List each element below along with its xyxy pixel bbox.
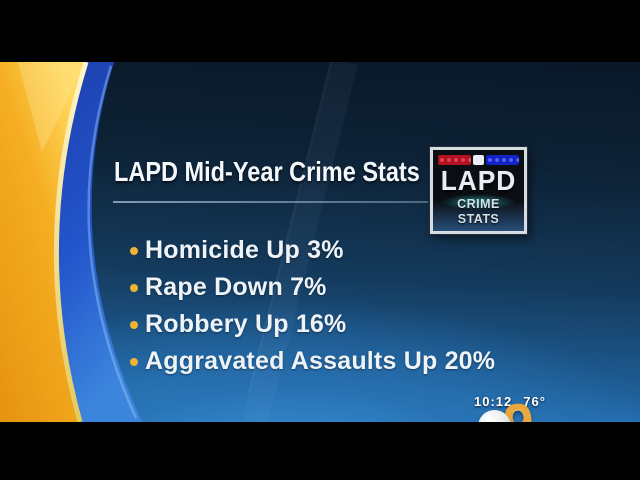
list-item: Aggravated Assaults Up 20% bbox=[130, 343, 495, 380]
lightbar-red-segment bbox=[438, 155, 471, 165]
stat-aggravated-assaults: Aggravated Assaults Up 20% bbox=[145, 347, 496, 375]
stat-homicide: Homicide Up 3% bbox=[145, 236, 344, 264]
letterbox-top bbox=[0, 0, 640, 62]
police-lightbar-icon bbox=[438, 155, 519, 165]
temperature: 76° bbox=[523, 394, 546, 409]
logo-teal-glow bbox=[441, 194, 516, 210]
crime-stats-list: Homicide Up 3% Rape Down 7% Robbery Up 1… bbox=[130, 232, 495, 380]
kcal-call-letters: KCAL bbox=[482, 421, 508, 422]
kcal-logo-circle: KCAL bbox=[478, 410, 511, 422]
logo-crime-stats-text: CRIME STATS bbox=[457, 196, 500, 226]
station-bug: 10:12 76° 9 KCAL f CBSLA bbox=[470, 394, 590, 422]
bullet-dot-icon bbox=[130, 246, 138, 255]
lapd-crime-stats-logo: LAPD CRIME STATS bbox=[430, 147, 527, 234]
bullet-dot-icon bbox=[130, 320, 138, 329]
bullet-dot-icon bbox=[130, 283, 138, 292]
list-item: Rape Down 7% bbox=[130, 269, 495, 306]
left-swoosh-graphic bbox=[0, 62, 358, 422]
blue-swoosh-band bbox=[56, 62, 142, 422]
lightbar-center-segment bbox=[473, 155, 484, 165]
logo-lapd-text: LAPD bbox=[440, 165, 517, 196]
lightbar-blue-segment bbox=[486, 155, 519, 165]
letterbox-bottom bbox=[0, 422, 640, 480]
list-item: Homicide Up 3% bbox=[130, 232, 495, 269]
stat-rape: Rape Down 7% bbox=[145, 273, 327, 301]
news-graphic-background: LAPD Mid-Year Crime Stats LAPD CRIME STA… bbox=[0, 62, 640, 422]
list-item: Robbery Up 16% bbox=[130, 306, 495, 343]
page-title: LAPD Mid-Year Crime Stats bbox=[114, 156, 420, 187]
stat-robbery: Robbery Up 16% bbox=[145, 310, 347, 338]
title-underline bbox=[113, 201, 428, 203]
yellow-edge-curve bbox=[53, 62, 89, 422]
bullet-dot-icon bbox=[130, 357, 138, 366]
clock-time: 10:12 bbox=[474, 394, 513, 409]
